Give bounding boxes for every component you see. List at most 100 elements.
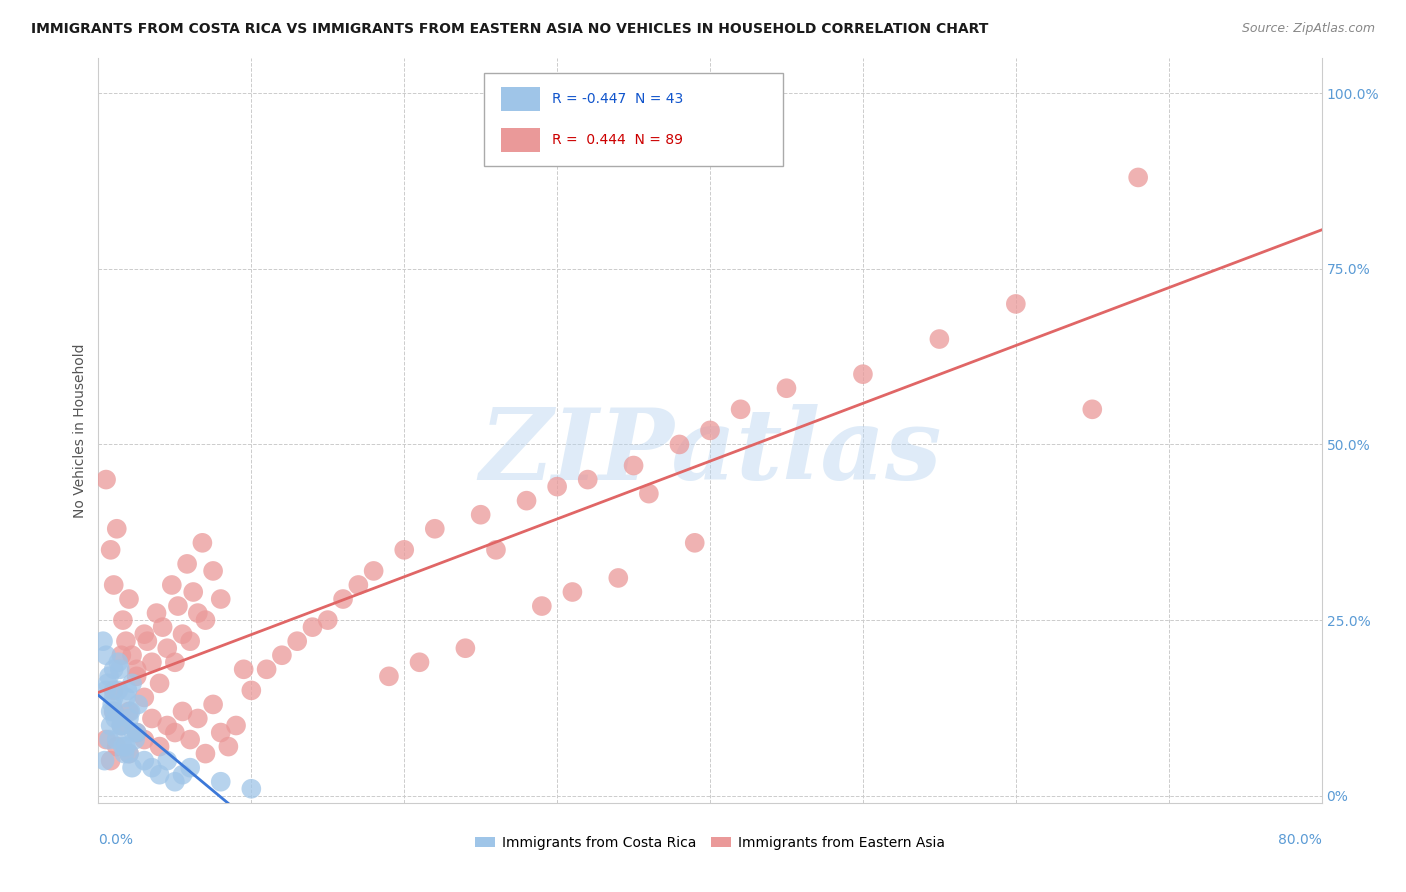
Immigrants from Costa Rica xyxy=(149,767,172,781)
Immigrants from Costa Rica xyxy=(107,655,129,669)
Immigrants from Eastern Asia xyxy=(156,718,179,732)
Immigrants from Eastern Asia xyxy=(378,669,401,683)
Immigrants from Eastern Asia xyxy=(256,662,278,676)
Text: ZIPatlas: ZIPatlas xyxy=(479,404,941,501)
Text: R = -0.447  N = 43: R = -0.447 N = 43 xyxy=(553,92,683,106)
Immigrants from Eastern Asia xyxy=(730,402,752,417)
Immigrants from Costa Rica xyxy=(209,774,232,789)
Immigrants from Costa Rica xyxy=(240,781,263,796)
Immigrants from Costa Rica xyxy=(103,690,125,705)
Immigrants from Costa Rica xyxy=(121,761,143,775)
Immigrants from Costa Rica xyxy=(103,662,125,676)
Immigrants from Eastern Asia xyxy=(332,592,354,607)
Immigrants from Costa Rica xyxy=(118,747,141,761)
Immigrants from Eastern Asia xyxy=(111,613,134,627)
Immigrants from Eastern Asia xyxy=(172,627,194,641)
Immigrants from Costa Rica xyxy=(100,718,122,732)
Immigrants from Eastern Asia xyxy=(103,578,125,592)
Immigrants from Costa Rica xyxy=(112,747,135,761)
Immigrants from Eastern Asia xyxy=(118,592,141,607)
Immigrants from Costa Rica xyxy=(118,711,141,725)
Text: IMMIGRANTS FROM COSTA RICA VS IMMIGRANTS FROM EASTERN ASIA NO VEHICLES IN HOUSEH: IMMIGRANTS FROM COSTA RICA VS IMMIGRANTS… xyxy=(31,22,988,37)
Immigrants from Eastern Asia xyxy=(225,718,247,732)
Immigrants from Eastern Asia xyxy=(270,648,292,663)
Immigrants from Eastern Asia xyxy=(105,522,128,536)
Immigrants from Eastern Asia xyxy=(637,486,661,500)
Text: R =  0.444  N = 89: R = 0.444 N = 89 xyxy=(553,133,683,147)
Immigrants from Costa Rica xyxy=(108,662,131,676)
Immigrants from Eastern Asia xyxy=(134,690,156,705)
Immigrants from Eastern Asia xyxy=(167,599,190,613)
Immigrants from Eastern Asia xyxy=(141,655,163,669)
Immigrants from Costa Rica xyxy=(100,705,122,719)
Immigrants from Eastern Asia xyxy=(546,480,568,494)
Immigrants from Eastern Asia xyxy=(110,718,132,732)
Text: 80.0%: 80.0% xyxy=(1278,832,1322,847)
Immigrants from Eastern Asia xyxy=(202,698,225,712)
Immigrants from Costa Rica xyxy=(117,683,139,698)
Immigrants from Eastern Asia xyxy=(179,732,201,747)
Immigrants from Eastern Asia xyxy=(485,542,508,557)
Immigrants from Costa Rica xyxy=(110,718,132,732)
Immigrants from Eastern Asia xyxy=(103,705,125,719)
Immigrants from Eastern Asia xyxy=(852,367,875,381)
Immigrants from Costa Rica xyxy=(93,754,115,768)
Immigrants from Eastern Asia xyxy=(576,473,599,487)
Immigrants from Eastern Asia xyxy=(176,557,198,571)
Immigrants from Eastern Asia xyxy=(561,585,583,599)
Immigrants from Eastern Asia xyxy=(285,634,308,648)
Immigrants from Eastern Asia xyxy=(1128,170,1150,185)
Immigrants from Eastern Asia xyxy=(100,754,122,768)
Immigrants from Costa Rica xyxy=(115,739,138,754)
Text: Source: ZipAtlas.com: Source: ZipAtlas.com xyxy=(1241,22,1375,36)
Immigrants from Costa Rica xyxy=(111,739,134,754)
FancyBboxPatch shape xyxy=(501,87,540,111)
Immigrants from Eastern Asia xyxy=(187,711,209,725)
Immigrants from Eastern Asia xyxy=(530,599,553,613)
Immigrants from Eastern Asia xyxy=(118,747,141,761)
Immigrants from Costa Rica xyxy=(97,676,120,690)
Immigrants from Eastern Asia xyxy=(209,592,232,607)
Immigrants from Costa Rica xyxy=(110,718,132,732)
Immigrants from Costa Rica xyxy=(125,725,148,739)
Immigrants from Costa Rica xyxy=(94,648,117,663)
Immigrants from Eastern Asia xyxy=(191,536,214,550)
Immigrants from Eastern Asia xyxy=(423,522,446,536)
Immigrants from Eastern Asia xyxy=(316,613,339,627)
Immigrants from Eastern Asia xyxy=(94,732,117,747)
Immigrants from Costa Rica xyxy=(127,698,149,712)
Immigrants from Eastern Asia xyxy=(134,732,156,747)
Immigrants from Eastern Asia xyxy=(623,458,645,473)
Immigrants from Eastern Asia xyxy=(134,627,156,641)
Immigrants from Costa Rica xyxy=(98,732,121,747)
Immigrants from Eastern Asia xyxy=(94,473,117,487)
Immigrants from Costa Rica xyxy=(104,711,127,725)
Immigrants from Eastern Asia xyxy=(392,542,416,557)
Immigrants from Eastern Asia xyxy=(194,747,217,761)
Immigrants from Eastern Asia xyxy=(105,739,128,754)
Immigrants from Costa Rica xyxy=(172,767,194,781)
Text: 0.0%: 0.0% xyxy=(98,832,134,847)
Immigrants from Eastern Asia xyxy=(118,705,141,719)
Immigrants from Eastern Asia xyxy=(454,641,477,656)
FancyBboxPatch shape xyxy=(484,73,783,166)
Immigrants from Eastern Asia xyxy=(607,571,630,585)
Immigrants from Costa Rica xyxy=(98,669,121,683)
Immigrants from Eastern Asia xyxy=(683,536,706,550)
Immigrants from Eastern Asia xyxy=(775,381,797,395)
Immigrants from Costa Rica xyxy=(163,774,186,789)
Immigrants from Eastern Asia xyxy=(179,634,201,648)
Immigrants from Eastern Asia xyxy=(181,585,204,599)
Immigrants from Eastern Asia xyxy=(103,683,125,698)
Immigrants from Eastern Asia xyxy=(363,564,385,578)
Immigrants from Eastern Asia xyxy=(163,725,186,739)
Immigrants from Costa Rica xyxy=(94,683,117,698)
Immigrants from Costa Rica xyxy=(105,732,128,747)
Immigrants from Eastern Asia xyxy=(125,662,148,676)
Immigrants from Eastern Asia xyxy=(232,662,254,676)
Immigrants from Costa Rica xyxy=(124,732,146,747)
Immigrants from Costa Rica xyxy=(107,683,129,698)
Immigrants from Eastern Asia xyxy=(240,683,263,698)
Immigrants from Costa Rica xyxy=(115,690,138,705)
Immigrants from Eastern Asia xyxy=(1004,297,1026,311)
